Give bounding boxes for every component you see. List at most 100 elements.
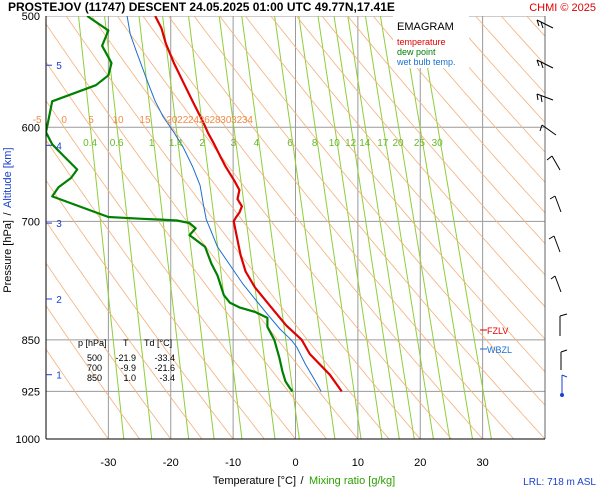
mixing-ratio-line-5 [218,16,276,439]
credit-text: CHMI © 2025 [529,2,596,14]
dry-adiabat-line [46,179,234,439]
y-tick-label-4: 925 [22,386,40,398]
legend-wet-bulb: wet bulb temp. [396,57,456,67]
profile-series [46,16,343,393]
wind-barb [549,195,562,213]
y-axis-altitude-label: Altitude [km] [2,147,14,208]
dry-adiabat-line [46,348,109,439]
wbzl-marker: WBZL [480,345,512,355]
table-header-td: Td [°C] [144,338,172,348]
mixing-ratio-line-4 [188,16,243,439]
series-line-temperature [154,16,343,393]
theta-label-5: 20 [166,115,178,126]
levels-table: p [hPa] T Td [°C] 500 -21.9 -33.4 700 -9… [78,338,175,383]
mixing-ratio-label-5: 3 [231,138,237,149]
x-tick-label-0: -30 [100,457,116,469]
theta-label-9: 28 [210,115,222,126]
mixing-ratio-line-0 [77,16,125,439]
mixing-ratio-line-10 [333,16,400,439]
dry-adiabat-line [193,16,545,439]
table-cell: -21.9 [115,353,136,363]
table-cell: 500 [87,353,102,363]
y-axis-separator: / [2,212,14,216]
mixing-ratio-label-4: 2 [199,138,205,149]
altitude-tick-label-4: 5 [56,61,62,72]
dry-adiabat-line [117,16,452,439]
dry-adiabat-line [142,16,483,439]
theta-label-1: 0 [61,115,67,126]
mixing-ratio-label-11: 14 [359,138,371,149]
legend-title: EMAGRAM [397,21,454,33]
mixing-ratio-line-11 [347,16,415,439]
mixing-ratio-label-3: 1.4 [169,138,183,149]
table-cell: -33.4 [154,353,175,363]
mixing-ratio-label-2: 1 [149,138,155,149]
wind-barb [548,235,561,253]
y-tick-label-1: 600 [22,122,40,134]
table-header-p: p [hPa] [78,338,107,348]
table-header-t: T [123,338,129,348]
theta-labels: -5 0 5 10 15 20 22 24 26 28 30 32 34 [33,115,254,126]
altitude-tick-label-3: 4 [56,141,62,152]
dry-adiabat-line [398,16,545,183]
mixing-ratio-line-8 [298,16,362,439]
mixing-ratio-label-0: 0.4 [83,138,97,149]
dry-adiabat-line [65,16,390,439]
wind-barb [536,93,554,103]
fzlv-label: FZLV [487,326,508,336]
mixing-ratio-line-2 [138,16,190,439]
chart-title: PROSTEJOV (11747) DESCENT 24.05.2025 01:… [8,0,395,14]
wind-barb [559,313,568,336]
dry-adiabat-line [347,16,545,245]
dry-adiabat-line [552,16,600,439]
altitude-tick-label-0: 1 [56,371,62,382]
theta-label-11: 32 [231,115,243,126]
mixing-ratio-label-8: 8 [312,138,318,149]
dry-adiabat-line [270,16,545,340]
dry-adiabat-line [449,16,545,124]
mixing-ratio-label-1: 0.6 [110,138,124,149]
mixing-ratio-label-10: 12 [345,138,357,149]
dry-adiabat-line [46,23,359,439]
theta-label-3: 10 [112,115,124,126]
mixing-ratio-labels: 0.4 0.6 1 1.4 2 3 4 6 8 10 12 14 17 20 25 30 [83,138,443,149]
x-tick-label-4: 10 [352,457,364,469]
x-axis-mixing-label: Mixing ratio [g/kg] [309,475,395,487]
lrl-text: LRL: 718 m ASL [523,477,596,488]
mixing-ratio-label-9: 10 [329,138,341,149]
wind-barb [550,275,562,293]
theta-label-8: 26 [199,115,211,126]
series-line-wet-bulb-temp [126,16,322,392]
mixing-ratio-label-12: 17 [377,138,389,149]
x-tick-label-2: -10 [225,457,241,469]
dry-adiabat-line [296,16,545,308]
y-tick-label-3: 850 [22,335,40,347]
wbzl-label: WBZL [487,345,512,355]
fzlv-marker: FZLV [480,326,508,336]
wind-barb [536,59,554,69]
dry-adiabat-line [46,100,296,439]
mixing-ratio-label-14: 25 [414,138,426,149]
theta-lines [46,16,600,439]
altitude-tick-labels: 1 2 3 4 5 [46,61,62,382]
x-axis-separator: / [300,475,304,487]
x-tick-label-6: 30 [477,457,489,469]
theta-label-7: 24 [188,115,200,126]
mixing-ratio-lines [77,16,492,439]
dry-adiabat-line [46,305,140,439]
y-tick-label-2: 700 [22,216,40,228]
wind-barb [539,124,557,136]
mixing-ratio-line-14 [400,16,473,439]
wind-barb [560,349,568,370]
y-tick-label-5: 1000 [16,434,40,446]
dry-adiabat-line [372,16,545,214]
theta-label-0: -5 [33,115,42,126]
y-axis-pressure-label: Pressure [hPa] [2,220,14,293]
x-tick-label-5: 20 [414,457,426,469]
theta-label-2: 5 [88,115,94,126]
mixing-ratio-line-3 [162,16,215,439]
mixing-ratio-line-9 [317,16,383,439]
dry-adiabat-line [46,139,265,439]
mixing-ratio-label-13: 20 [393,138,405,149]
mixing-ratio-line-12 [364,16,434,439]
